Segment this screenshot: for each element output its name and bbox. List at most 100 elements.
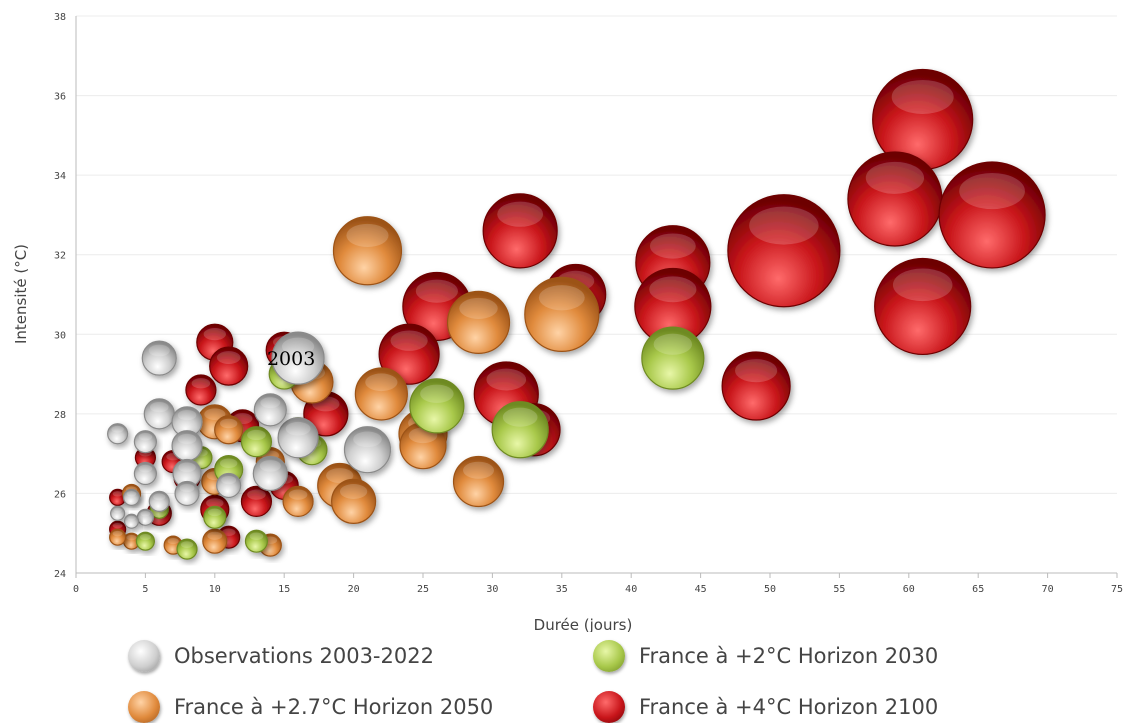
bubble-highlight: [207, 508, 222, 517]
bubble-point: [148, 490, 170, 512]
bubble-highlight: [127, 515, 136, 521]
bubble-point: [409, 378, 465, 434]
x-tick-label: 30: [486, 584, 498, 595]
bubble-highlight: [149, 402, 169, 413]
x-tick-label: 20: [348, 584, 360, 595]
bubble-highlight: [180, 541, 194, 549]
bubble-point: [721, 351, 791, 421]
bubble-highlight: [749, 206, 819, 245]
x-axis-title: Durée (jours): [534, 616, 633, 632]
bubble-point: [214, 415, 244, 445]
bubble-highlight: [892, 268, 953, 302]
x-tick-label: 40: [625, 584, 637, 595]
y-tick-label: 30: [54, 330, 66, 341]
bubble-point: [133, 461, 157, 486]
legend-swatch-icon: [593, 640, 625, 672]
bubble-point: [874, 257, 972, 356]
bubble-point: [122, 488, 141, 507]
legend-label: France à +4°C Horizon 2100: [639, 695, 939, 719]
x-tick-label: 0: [73, 584, 79, 595]
bubble-highlight: [139, 534, 151, 541]
legend-item-2050: France à +2.7°C Horizon 2050: [128, 691, 493, 723]
bubble-highlight: [891, 79, 954, 114]
bubble-point: [244, 529, 269, 553]
x-tick-label: 50: [764, 584, 776, 595]
bubble-point: [343, 426, 392, 474]
bubble-point: [240, 485, 273, 517]
legend: Observations 2003-2022 France à +2°C Hor…: [0, 632, 1127, 723]
bubble-highlight: [653, 333, 693, 355]
bubble-point: [641, 326, 705, 390]
x-tick-label: 55: [833, 584, 845, 595]
bubble-highlight: [353, 431, 382, 448]
bubble-highlight: [538, 285, 585, 311]
bubbles: [107, 68, 1046, 560]
bubble-point: [203, 505, 227, 529]
bubble-point: [216, 472, 242, 499]
bubble-annotation-label: 2003: [267, 348, 315, 370]
bubble-highlight: [126, 534, 137, 541]
x-tick-label: 15: [278, 584, 290, 595]
bubble-highlight: [111, 425, 124, 433]
bubble-highlight: [649, 276, 697, 303]
x-tick-label: 10: [209, 584, 221, 595]
bubble-point: [332, 216, 403, 286]
bubble-highlight: [112, 530, 123, 537]
bubble-highlight: [220, 418, 238, 429]
axes: 24 26 28 30 32 34 36 38 0 5 10 15 20 25 30 35 40 45 50 55 60…: [54, 12, 1123, 595]
bubble-highlight: [220, 458, 238, 469]
y-tick-label: 34: [54, 171, 66, 182]
bubble-point: [141, 340, 177, 376]
bubble-point: [110, 505, 126, 521]
y-tick-label: 38: [54, 12, 66, 23]
bubble-point: [202, 528, 228, 554]
bubble-highlight: [959, 173, 1025, 210]
bubble-point: [446, 290, 511, 354]
bubble-highlight: [178, 462, 196, 472]
bubble-highlight: [138, 464, 153, 473]
bubble-highlight: [138, 433, 153, 441]
bubble-highlight: [140, 510, 151, 517]
x-tick-label: 5: [142, 584, 148, 595]
bubble-highlight: [204, 408, 226, 420]
bubble-highlight: [126, 491, 137, 497]
bubble-point: [252, 455, 288, 492]
legend-item-2100: France à +4°C Horizon 2100: [593, 691, 938, 723]
x-tick-label: 60: [903, 584, 915, 595]
legend-label: Observations 2003-2022: [174, 644, 434, 668]
bubble-highlight: [191, 378, 211, 389]
bubble-highlight: [247, 489, 266, 500]
bubble-highlight: [177, 433, 197, 445]
bubble-highlight: [649, 233, 696, 259]
bubble-highlight: [177, 409, 197, 421]
bubble-highlight: [420, 384, 454, 403]
bubble-highlight: [112, 522, 123, 529]
series-group: [109, 216, 600, 557]
bubble-highlight: [167, 538, 179, 545]
x-tick-label: 70: [1042, 584, 1054, 595]
bubble-highlight: [288, 489, 308, 500]
legend-swatch-icon: [128, 640, 160, 672]
bubble-point: [491, 401, 549, 459]
bubble-highlight: [346, 223, 389, 247]
bubble-point: [253, 393, 287, 427]
bubble-highlight: [113, 507, 122, 513]
bubble-point: [109, 528, 127, 546]
bubble-point: [271, 331, 325, 385]
bubble-chart: 24 26 28 30 32 34 36 38 0 5 10 15 20 25 30 35 40 45 50 55 60…: [12, 12, 1123, 632]
bubble-point: [938, 161, 1046, 269]
legend-label: France à +2°C Horizon 2030: [639, 644, 939, 668]
bubble-highlight: [153, 493, 166, 501]
bubble-highlight: [486, 368, 527, 391]
x-tick-label: 65: [972, 584, 984, 595]
bubble-highlight: [206, 498, 224, 508]
bubble-highlight: [281, 337, 315, 356]
bubble-point: [354, 367, 408, 421]
y-tick-label: 28: [54, 410, 66, 421]
bubble-highlight: [203, 328, 226, 341]
bubble-point: [209, 346, 249, 386]
y-axis-title: Intensité (°C): [12, 244, 30, 344]
bubble-point: [133, 430, 157, 454]
legend-swatch-icon: [593, 691, 625, 723]
bubble-point: [240, 426, 273, 458]
